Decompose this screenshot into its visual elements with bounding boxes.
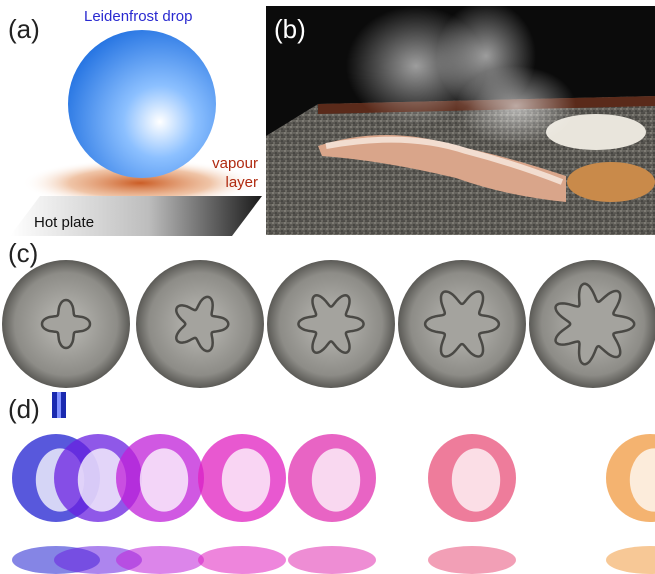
panel-a-schematic [10,30,262,236]
panel-c-star-drops [2,260,655,388]
leidenfrost-drop [68,30,216,178]
drop-reflection [54,546,142,574]
bouncing-drop-group [12,434,655,574]
drop-highlight [77,448,127,512]
hot-plate-label: Hot plate [34,214,95,231]
drop-highlight [451,448,501,512]
drop-reflection [116,546,204,574]
drop-highlight [629,448,655,512]
bowl-sauce [567,162,655,202]
drop-label: Leidenfrost drop [84,8,193,25]
drop-highlight [311,448,361,512]
vapour-label: vapour layer [198,154,258,192]
star-drop-group [2,260,655,388]
star-drop-6-lobes [297,294,365,354]
bacon-strip [318,135,566,202]
drop-highlight [139,448,189,512]
star-drop-4-lobes [40,298,92,350]
star-drop-5-lobes [175,295,230,353]
panel-label-c: (c) [8,238,39,268]
panel-d-bouncing-drops [12,392,655,574]
bowl-white [546,114,646,150]
drop-reflection [198,546,286,574]
star-drop-7-lobes [554,282,636,366]
hot-plate [10,196,262,236]
drop-reflection [606,546,655,574]
drop-reflection [288,546,376,574]
vapour-label-line2: layer [225,174,258,191]
panel-label-b: (b) [274,14,306,44]
panel-label-a: (a) [8,14,40,44]
panel-label-d: (d) [8,394,40,424]
drop-highlight [221,448,271,512]
vapour-layer [22,159,258,207]
panel-b-photo [266,6,655,235]
vapour-label-line1: vapour [212,155,258,172]
drop-reflection [428,546,516,574]
star-drop-6-lobes [423,290,501,358]
